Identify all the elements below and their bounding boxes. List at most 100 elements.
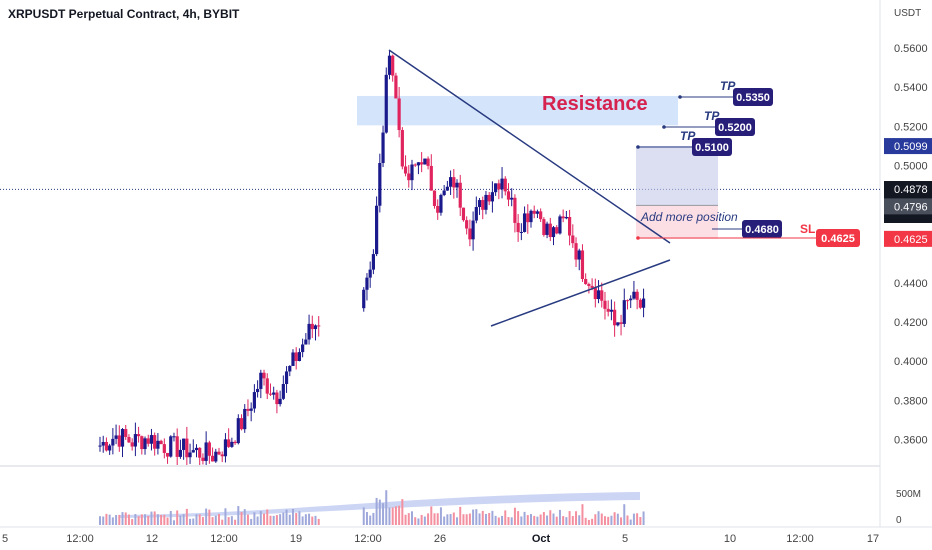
volume-bar <box>314 515 317 525</box>
tp-price-label: 0.5200 <box>718 122 752 134</box>
volume-bar <box>591 518 594 525</box>
volume-bar <box>237 506 240 525</box>
volume-bar <box>253 512 256 525</box>
volume-bar <box>484 513 487 525</box>
candle-body <box>458 182 462 208</box>
candle-body <box>185 438 189 458</box>
candle-body <box>198 447 202 458</box>
time-axis-tick: 12:00 <box>66 533 94 545</box>
volume-bar <box>475 509 478 525</box>
volume-bar <box>539 514 542 525</box>
position-tool[interactable] <box>636 146 718 239</box>
candle-body <box>629 298 633 301</box>
volume-bar <box>160 514 163 525</box>
volume-bar <box>127 514 130 525</box>
volume-bar <box>620 517 623 525</box>
volume-bar <box>137 516 140 525</box>
volume-bar <box>279 514 282 525</box>
time-axis[interactable]: 5 12:00 12 12:00 19 12:00 26 Oct 5 10 12:00 17 <box>2 533 879 545</box>
volume-bar <box>497 517 500 525</box>
time-axis-tick: 12:00 <box>786 533 814 545</box>
candle-body <box>574 243 578 260</box>
candle-body <box>272 392 276 395</box>
volume-bar <box>124 512 127 525</box>
candle-body <box>252 392 256 409</box>
price-axis[interactable]: USDT 0.5600 0.5400 0.5200 0.5000 0.4400 0.4200… <box>884 8 932 526</box>
candle-body <box>165 452 170 457</box>
volume-bar <box>639 517 642 525</box>
candle-body <box>410 164 414 181</box>
candle-body <box>104 441 109 451</box>
candle-body <box>596 290 601 300</box>
volume-bar <box>542 512 545 525</box>
volume-bar <box>185 508 188 525</box>
price-axis-tick: 0.5000 <box>894 160 928 172</box>
volume-bar <box>189 518 192 525</box>
volume-bar <box>99 516 101 525</box>
price-axis-tick: 0.4200 <box>894 317 928 329</box>
volume-bar <box>488 513 491 525</box>
price-axis-unit: USDT <box>894 8 921 19</box>
candle-body <box>207 442 211 456</box>
volume-bar <box>246 514 249 525</box>
volume-bar <box>382 503 385 525</box>
candle-body <box>448 177 453 187</box>
candle-body <box>497 183 501 190</box>
volume-bar <box>427 513 430 525</box>
volume-bar <box>192 518 195 525</box>
candle-body <box>567 216 572 236</box>
volume-bar <box>240 512 243 525</box>
candle-body <box>284 371 289 385</box>
sl-tag: SL <box>800 222 815 236</box>
volume-bar <box>452 512 455 525</box>
candle-body <box>555 227 559 234</box>
candle-body <box>471 220 475 240</box>
volume-bar <box>375 497 378 525</box>
candle-body <box>288 365 292 372</box>
candle-body <box>127 437 131 443</box>
candle-body <box>548 223 552 238</box>
candle-body <box>622 300 626 324</box>
volume-bar <box>555 516 558 525</box>
volume-bar <box>465 514 468 525</box>
volume-bar <box>272 515 275 525</box>
tp-tag: TP <box>680 129 696 143</box>
price-axis-tick: 0.3800 <box>894 395 928 407</box>
candle-body <box>111 438 115 446</box>
volume-bar <box>404 514 407 525</box>
candle-body <box>593 287 597 300</box>
volume-bar <box>603 516 606 525</box>
candle-body <box>397 98 401 131</box>
triangle-trendlines[interactable] <box>388 49 671 327</box>
candle-body <box>310 323 314 330</box>
volume-bar <box>401 499 404 525</box>
candle-body <box>223 439 228 457</box>
candle-body <box>532 210 536 214</box>
volume-bar <box>102 516 105 525</box>
volume-bar <box>594 514 597 525</box>
volume-bar <box>282 512 285 525</box>
volume-bar <box>584 517 587 525</box>
candle-body <box>256 388 260 393</box>
candle-body <box>387 55 392 75</box>
volume-bar <box>410 511 413 525</box>
volume-bar <box>613 512 616 525</box>
volume-bar <box>295 513 298 525</box>
volume-bar <box>478 513 481 525</box>
candle-body <box>477 200 482 208</box>
candle-body <box>265 378 269 394</box>
candle-body <box>461 207 466 221</box>
volume-bar <box>510 517 513 525</box>
volume-bar <box>243 509 246 525</box>
candle-body <box>169 436 173 457</box>
volume-pane <box>99 490 645 525</box>
candle-body <box>452 177 456 188</box>
candle-body <box>262 372 266 379</box>
volume-bar <box>195 514 198 525</box>
candle-body <box>551 227 556 238</box>
candle-body <box>204 442 208 461</box>
volume-bar <box>308 513 311 525</box>
volume-bar <box>456 517 459 525</box>
